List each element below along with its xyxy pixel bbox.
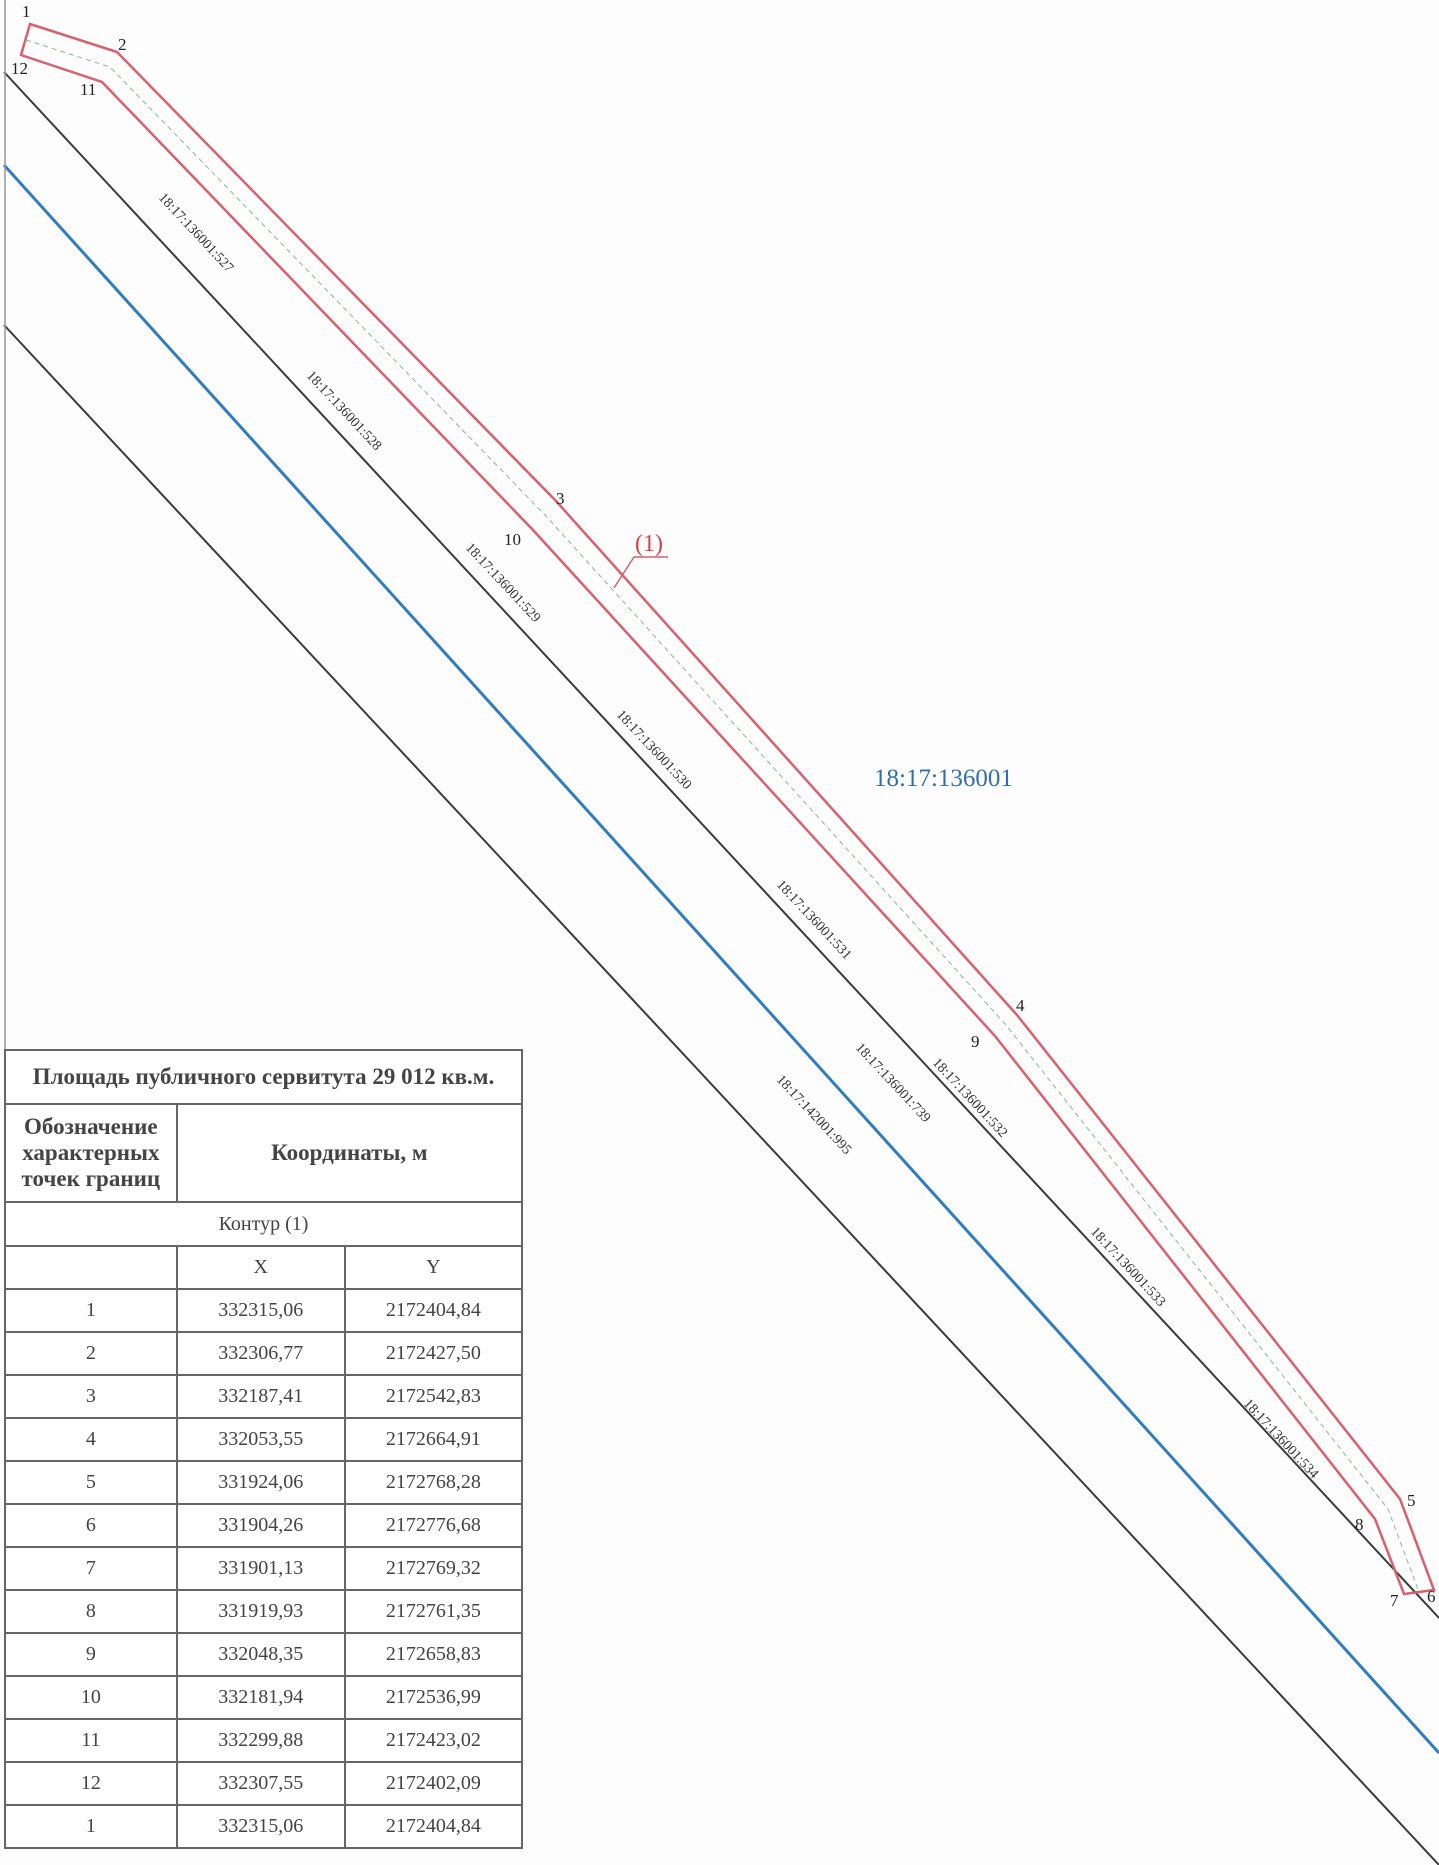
y-coordinate-cell: 2172769,32	[343, 1546, 524, 1591]
y-coordinate-cell: 2172536,99	[343, 1675, 524, 1720]
x-coordinate-cell: 331924,06	[175, 1460, 346, 1505]
table-row: 10 332181,94 2172536,99	[4, 1675, 524, 1720]
table-row: 12 332307,55 2172402,09	[4, 1761, 524, 1806]
y-coordinate-cell: 2172542,83	[343, 1374, 524, 1419]
blue-boundary-line	[2, 163, 1439, 1755]
point-number-cell: 2	[4, 1331, 178, 1376]
parcel-label: 18:17:136001:530	[613, 707, 694, 792]
parcel-label: 18:17:136001:532	[929, 1055, 1010, 1140]
points-column-header: Обозначение характерных точек границ	[4, 1103, 178, 1203]
coordinates-table: Площадь публичного сервитута 29 012 кв.м…	[4, 1049, 524, 1849]
contour-row: Контур (1)	[4, 1201, 523, 1247]
x-coordinate-cell: 332299,88	[175, 1718, 346, 1763]
quarter-label: 18:17:136001	[874, 765, 1013, 792]
table-row: 6 331904,26 2172776,68	[4, 1503, 524, 1548]
table-header-row: Обозначение характерных точек границ Коо…	[4, 1103, 524, 1203]
point-label: 3	[556, 489, 565, 508]
y-coordinate-cell: 2172427,50	[343, 1331, 524, 1376]
table-row: 9 332048,35 2172658,83	[4, 1632, 524, 1677]
point-label: 4	[1016, 996, 1025, 1015]
point-label: 2	[118, 35, 127, 54]
point-number-cell: 5	[4, 1460, 178, 1505]
boundary-line-upper	[3, 71, 1439, 1619]
contour-callout-line	[613, 556, 668, 589]
x-coordinate-cell: 332307,55	[175, 1761, 346, 1806]
parcel-label: 18:17:142001:995	[773, 1072, 854, 1157]
point-number-cell: 7	[4, 1546, 178, 1591]
point-number-cell: 8	[4, 1589, 178, 1634]
point-number-cell: 3	[4, 1374, 178, 1419]
point-number-cell: 10	[4, 1675, 178, 1720]
y-coordinate-cell: 2172658,83	[343, 1632, 524, 1677]
y-coordinate-cell: 2172664,91	[343, 1417, 524, 1462]
easement-contour	[19, 22, 1436, 1596]
point-number-cell: 11	[4, 1718, 178, 1763]
y-coordinate-cell: 2172404,84	[343, 1288, 524, 1333]
y-header: Y	[343, 1245, 524, 1290]
y-coordinate-cell: 2172768,28	[343, 1460, 524, 1505]
x-coordinate-cell: 332048,35	[175, 1632, 346, 1677]
table-row: 1 332315,06 2172404,84	[4, 1288, 524, 1333]
table-row: 5 331924,06 2172768,28	[4, 1460, 524, 1505]
empty-cell	[4, 1245, 178, 1290]
table-row: 2 332306,77 2172427,50	[4, 1331, 524, 1376]
y-coordinate-cell: 2172761,35	[343, 1589, 524, 1634]
parcel-label: 18:17:136001:534	[1240, 1396, 1321, 1481]
easement-centerline	[25, 39, 1420, 1593]
parcel-label: 18:17:136001:528	[303, 368, 384, 453]
contour-label: (1)	[635, 531, 663, 557]
parcel-label: 18:17:136001:529	[462, 540, 543, 625]
easement-area-title: Площадь публичного сервитута 29 012 кв.м…	[4, 1049, 523, 1105]
x-coordinate-cell: 332181,94	[175, 1675, 346, 1720]
parcel-label: 18:17:136001:531	[773, 877, 854, 962]
table-title-row: Площадь публичного сервитута 29 012 кв.м…	[4, 1049, 523, 1105]
y-coordinate-cell: 2172404,84	[343, 1804, 524, 1849]
x-coordinate-cell: 332053,55	[175, 1417, 346, 1462]
y-coordinate-cell: 2172776,68	[343, 1503, 524, 1548]
x-coordinate-cell: 332315,06	[175, 1288, 346, 1333]
x-coordinate-cell: 332315,06	[175, 1804, 346, 1849]
point-number-cell: 4	[4, 1417, 178, 1462]
table-row: 11 332299,88 2172423,02	[4, 1718, 524, 1763]
boundary-line-lower	[3, 324, 1439, 1865]
table-row: 3 332187,41 2172542,83	[4, 1374, 524, 1419]
point-label: 6	[1427, 1587, 1436, 1606]
point-label: 8	[1355, 1515, 1364, 1534]
parcel-label: 18:17:136001:533	[1087, 1224, 1168, 1309]
point-label: 9	[971, 1032, 980, 1051]
point-number-cell: 6	[4, 1503, 178, 1548]
point-label: 11	[80, 80, 96, 99]
point-number-cell: 12	[4, 1761, 178, 1806]
x-coordinate-cell: 332306,77	[175, 1331, 346, 1376]
x-header: X	[175, 1245, 346, 1290]
point-number-cell: 9	[4, 1632, 178, 1677]
y-coordinate-cell: 2172423,02	[343, 1718, 524, 1763]
x-coordinate-cell: 332187,41	[175, 1374, 346, 1419]
parcel-label: 18:17:136001:527	[155, 190, 236, 275]
point-label: 7	[1390, 1591, 1399, 1610]
x-coordinate-cell: 331904,26	[175, 1503, 346, 1548]
point-number-cell: 1	[4, 1804, 178, 1849]
table-row: 8 331919,93 2172761,35	[4, 1589, 524, 1634]
point-label: 1	[22, 2, 31, 21]
point-label: 10	[504, 530, 521, 549]
parcel-label: 18:17:136001:739	[852, 1040, 933, 1125]
xy-header-row: X Y	[4, 1245, 524, 1290]
x-coordinate-cell: 331901,13	[175, 1546, 346, 1591]
point-number-cell: 1	[4, 1288, 178, 1333]
table-row: 1 332315,06 2172404,84	[4, 1804, 524, 1849]
contour-name: Контур (1)	[4, 1201, 523, 1247]
y-coordinate-cell: 2172402,09	[343, 1761, 524, 1806]
x-coordinate-cell: 331919,93	[175, 1589, 346, 1634]
point-label: 5	[1407, 1491, 1416, 1510]
table-row: 4 332053,55 2172664,91	[4, 1417, 524, 1462]
coordinates-column-header: Координаты, м	[175, 1103, 524, 1203]
table-row: 7 331901,13 2172769,32	[4, 1546, 524, 1591]
point-label: 12	[11, 59, 28, 78]
